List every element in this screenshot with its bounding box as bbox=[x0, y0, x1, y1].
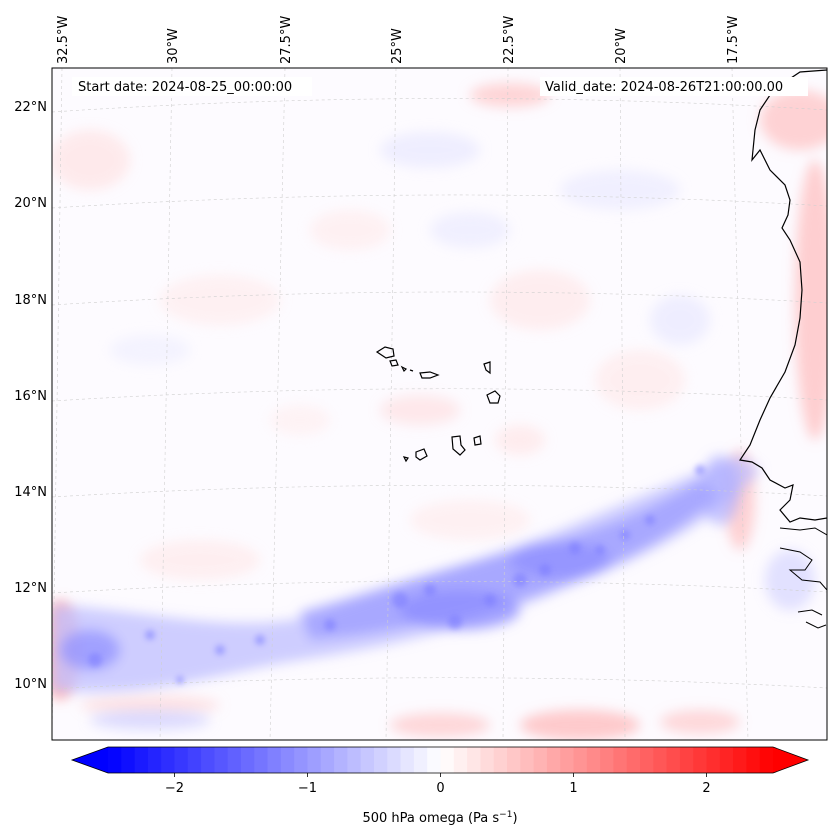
start-date-box bbox=[72, 77, 312, 96]
colorbar-tick-label: 0 bbox=[436, 781, 444, 796]
colorbar-bin bbox=[507, 747, 521, 773]
colorbar-bin bbox=[640, 747, 654, 773]
colorbar-bin bbox=[108, 747, 122, 773]
colorbar-bin bbox=[427, 747, 442, 773]
colorbar-ticks: −2 −1 0 1 2 bbox=[165, 773, 711, 796]
colorbar-bin bbox=[613, 747, 628, 773]
colorbar-bin bbox=[719, 747, 734, 773]
map-frame bbox=[51, 67, 828, 741]
colorbar-bin bbox=[480, 747, 495, 773]
colorbar-bin bbox=[334, 747, 348, 773]
colorbar-bin bbox=[360, 747, 375, 773]
cape-verde-islands bbox=[375, 346, 501, 463]
lat-label-16n: 16°N bbox=[14, 389, 47, 404]
colorbar-bin bbox=[413, 747, 428, 773]
colorbar-bin bbox=[187, 747, 202, 773]
colorbar-bin bbox=[586, 747, 601, 773]
colorbar-bin bbox=[600, 747, 614, 773]
colorbar-min-extend bbox=[72, 747, 108, 773]
lon-label-22-5w: 22.5°W bbox=[502, 16, 517, 64]
colorbar-bin bbox=[267, 747, 282, 773]
lat-label-20n: 20°N bbox=[14, 196, 47, 211]
colorbar-bin bbox=[134, 747, 149, 773]
lon-label-30w: 30°W bbox=[166, 28, 181, 64]
colorbar-bin bbox=[387, 747, 402, 773]
map-panel: Start date: 2024-08-25_00:00:00 Valid_da… bbox=[14, 16, 828, 741]
colorbar-bin bbox=[121, 747, 136, 773]
colorbar-bin bbox=[679, 747, 694, 773]
colorbar-bin bbox=[227, 747, 242, 773]
colorbar-bin bbox=[733, 747, 747, 773]
colorbar: −2 −1 0 1 2 500 hPa omega (Pa s−1) bbox=[70, 746, 810, 826]
colorbar-bin bbox=[347, 747, 362, 773]
colorbar-bin bbox=[307, 747, 322, 773]
lon-labels: 32.5°W 30°W 27.5°W 25°W 22.5°W 20°W 17.5… bbox=[56, 16, 741, 64]
lon-label-25w: 25°W bbox=[390, 28, 405, 64]
colorbar-bin bbox=[161, 747, 176, 773]
lon-label-17-5w: 17.5°W bbox=[726, 16, 741, 64]
colorbar-max-extend bbox=[773, 747, 808, 773]
colorbar-bin bbox=[626, 747, 641, 773]
colorbar-bin bbox=[174, 747, 189, 773]
colorbar-bin bbox=[759, 747, 774, 773]
colorbar-bin bbox=[560, 747, 575, 773]
colorbar-bin bbox=[533, 747, 548, 773]
colorbar-bin bbox=[746, 747, 761, 773]
colorbar-bin bbox=[201, 747, 215, 773]
colorbar-bin bbox=[147, 747, 162, 773]
colorbar-tick-label: −1 bbox=[298, 781, 317, 796]
colorbar-bin bbox=[280, 747, 295, 773]
lat-label-18n: 18°N bbox=[14, 293, 47, 308]
lat-label-12n: 12°N bbox=[14, 581, 47, 596]
lon-label-20w: 20°W bbox=[614, 28, 629, 64]
colorbar-bin bbox=[214, 747, 229, 773]
colorbar-bin bbox=[374, 747, 388, 773]
colorbar-bin bbox=[653, 747, 668, 773]
lat-labels: 22°N 20°N 18°N 16°N 14°N 12°N 10°N bbox=[14, 100, 47, 692]
colorbar-bin bbox=[573, 747, 588, 773]
colorbar-tick-label: −2 bbox=[165, 781, 184, 796]
valid-date-box bbox=[540, 77, 808, 96]
colorbar-bin bbox=[706, 747, 721, 773]
colorbar-bin bbox=[320, 747, 335, 773]
valid-date-label: Valid_date: 2024-08-26T21:00:00.00 bbox=[545, 80, 783, 95]
colorbar-bin bbox=[467, 747, 481, 773]
colorbar-bin bbox=[493, 747, 508, 773]
lon-label-32-5w: 32.5°W bbox=[56, 16, 71, 64]
colorbar-bin bbox=[453, 747, 468, 773]
colorbar-bin bbox=[400, 747, 415, 773]
omega-field bbox=[52, 68, 827, 740]
lat-label-22n: 22°N bbox=[14, 100, 47, 115]
colorbar-outline bbox=[70, 746, 810, 774]
colorbar-bin bbox=[546, 747, 561, 773]
lon-label-27-5w: 27.5°W bbox=[279, 16, 294, 64]
colorbar-bin bbox=[254, 747, 269, 773]
lat-label-10n: 10°N bbox=[14, 677, 47, 692]
graticule bbox=[52, 68, 827, 740]
colorbar-bins bbox=[108, 747, 774, 773]
colorbar-bin bbox=[693, 747, 708, 773]
colorbar-bin bbox=[440, 747, 455, 773]
colorbar-bin bbox=[666, 747, 681, 773]
start-date-label: Start date: 2024-08-25_00:00:00 bbox=[78, 80, 292, 95]
colorbar-bin bbox=[520, 747, 535, 773]
coastline-africa bbox=[738, 69, 827, 523]
colorbar-bin bbox=[241, 747, 255, 773]
colorbar-tick-label: 2 bbox=[702, 781, 710, 796]
lat-label-14n: 14°N bbox=[14, 485, 47, 500]
colorbar-label: 500 hPa omega (Pa s−1) bbox=[362, 810, 517, 826]
colorbar-bin bbox=[294, 747, 309, 773]
colorbar-tick-label: 1 bbox=[569, 781, 577, 796]
